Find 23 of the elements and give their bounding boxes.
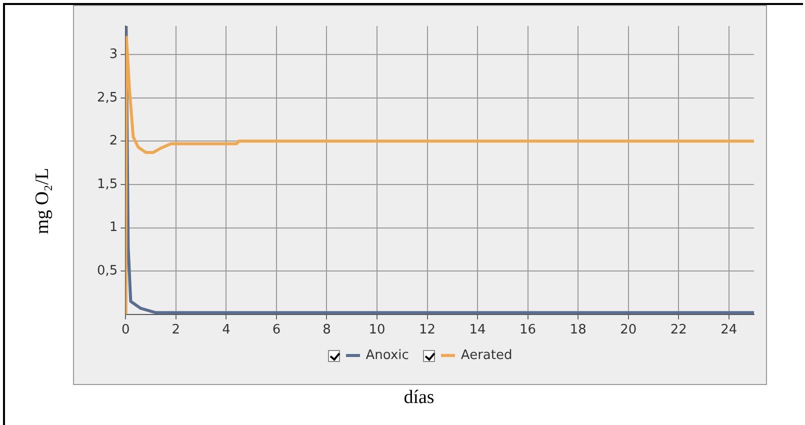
x-tick-label: 10 [368, 322, 386, 338]
x-tick-label: 24 [720, 322, 738, 338]
x-tick-label: 14 [469, 322, 486, 338]
legend-label: Anoxic [366, 348, 409, 363]
x-tick-label: 0 [122, 322, 130, 338]
y-tick-label: 0,5 [96, 263, 118, 278]
x-tick-label: 8 [322, 322, 331, 338]
x-tick-label: 4 [222, 322, 230, 338]
x-axis-title: días [402, 387, 436, 409]
x-tick-label: 16 [520, 322, 536, 338]
legend-label: Aerated [460, 348, 512, 363]
x-tick-label: 22 [670, 322, 687, 338]
y-tick-label: 2,5 [96, 90, 118, 106]
y-tick-label: 2 [109, 134, 118, 149]
x-tick-label: 20 [620, 322, 637, 338]
x-tick-label: 2 [172, 322, 180, 338]
y-tick-label: 1 [109, 220, 118, 236]
y-tick-label: 3 [109, 46, 118, 62]
x-tick-label: 6 [272, 322, 281, 338]
x-tick-label: 18 [570, 322, 586, 338]
x-tick-label: 12 [418, 322, 436, 338]
y-axis-title: mg O₂/L [32, 166, 54, 236]
y-tick-label: 1,5 [96, 176, 118, 192]
